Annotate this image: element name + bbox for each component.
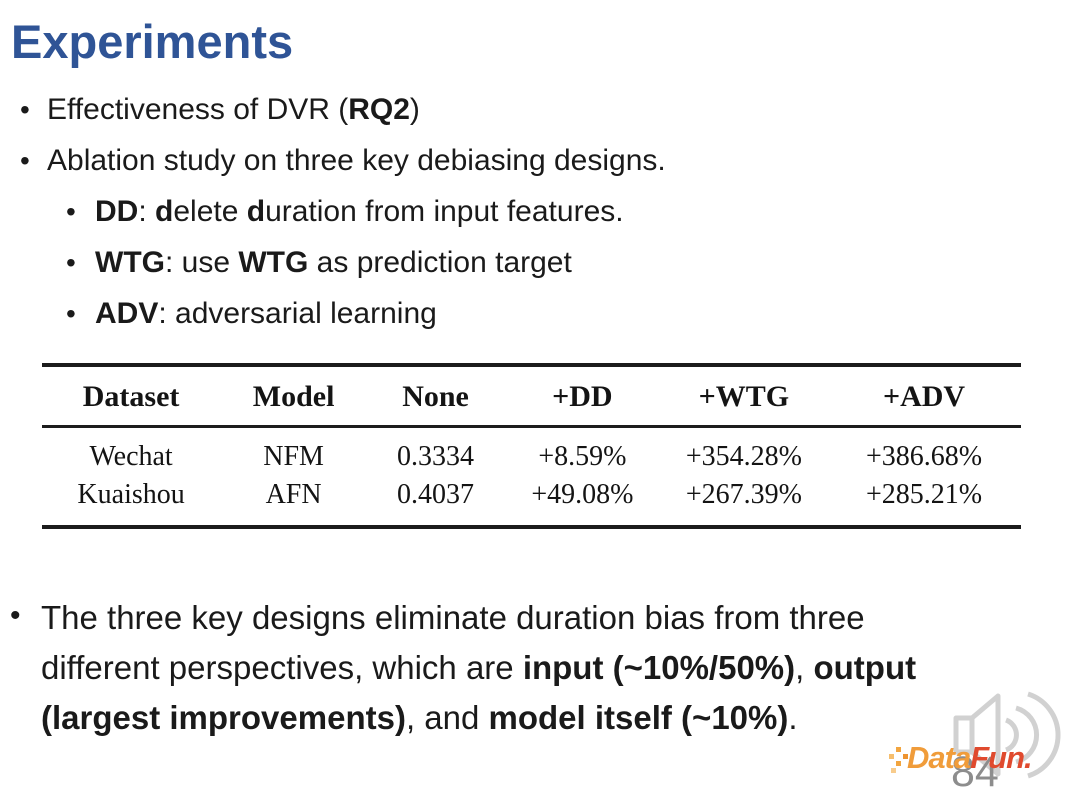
bullet-text: WTG: use WTG as prediction target [95, 246, 572, 279]
bullet-item: • WTG: use WTG as prediction target [0, 237, 1070, 288]
table-cell: Wechat [89, 441, 173, 472]
text-segment: model itself (~10%) [488, 699, 789, 736]
bullet-dot: • [66, 247, 76, 278]
text-segment: : [138, 195, 156, 228]
table-header-cell: Model [252, 380, 335, 413]
table-cell: +285.21% [865, 479, 983, 510]
logo-text-fun: Fun. [970, 740, 1032, 775]
text-segment: ) [409, 93, 420, 126]
bullet-dot: • [66, 196, 76, 227]
text-segment: RQ2 [348, 93, 410, 126]
paragraph-line: different perspectives, which are input … [41, 643, 1068, 693]
pixel-dots-decoration [889, 744, 911, 774]
text-segment: Ablation study on three key debiasing de… [47, 144, 666, 177]
page-title: Experiments [11, 15, 294, 68]
bullet-dot: • [20, 145, 30, 176]
bullet-dot: • [10, 599, 21, 632]
bullet-text: Effectiveness of DVR (RQ2) [47, 93, 420, 126]
text-segment: Effectiveness of DVR ( [47, 93, 349, 126]
bullet-list: • Effectiveness of DVR (RQ2) • Ablation … [0, 84, 1070, 339]
table-cell: 0.3334 [397, 441, 475, 472]
bullet-item: • ADV: adversarial learning [0, 288, 1070, 339]
table-row: Kuaishou AFN 0.4037 +49.08% +267.39% +285.21% [42, 476, 1021, 527]
datafun-logo: DataFun. [907, 740, 1033, 776]
text-segment: output [813, 649, 917, 686]
text-segment: (largest improvements) [41, 699, 406, 736]
table-cell: +49.08% [531, 479, 634, 510]
table-cell: AFN [265, 479, 322, 510]
text-segment: , and [405, 699, 489, 736]
table-cell: +8.59% [538, 441, 627, 472]
paragraph-line: The three key designs eliminate duration… [41, 593, 1068, 643]
text-segment: input (~10%/50%) [522, 649, 796, 686]
table-header-cell: None [402, 380, 469, 413]
table-header-cell: +ADV [883, 380, 966, 413]
text-segment: : adversarial learning [158, 297, 437, 330]
bullet-item: • Ablation study on three key debiasing … [0, 135, 1070, 186]
text-segment: d [246, 195, 266, 228]
table-cell: 0.4037 [397, 479, 475, 510]
bullet-dot: • [66, 298, 76, 329]
text-segment: uration from input features. [265, 195, 624, 228]
bullet-item: • DD: delete duration from input feature… [0, 186, 1070, 237]
bullet-text: Ablation study on three key debiasing de… [47, 144, 666, 177]
table-cell: +386.68% [865, 441, 983, 472]
text-segment: The three key designs eliminate duration… [41, 599, 865, 636]
text-segment: elete [173, 195, 247, 228]
table-cell: +267.39% [685, 479, 802, 510]
table-header-cell: +DD [552, 380, 613, 413]
paragraph-line: (largest improvements), and model itself… [41, 693, 1068, 743]
ablation-results-table: Dataset Model None +DD +WTG +ADV Wechat NFM 0.33… [42, 363, 1021, 529]
text-segment: : use [164, 246, 239, 279]
text-segment: DD [95, 195, 139, 228]
table-cell: +354.28% [685, 441, 802, 472]
text-segment: . [788, 699, 798, 736]
bullet-text: DD: delete duration from input features. [95, 195, 624, 228]
speaker-icon [953, 691, 1061, 779]
table-header-cell: Dataset [82, 380, 180, 413]
text-segment: ADV [95, 297, 159, 330]
table: Dataset Model None +DD +WTG +ADV Wechat NFM 0.33… [42, 363, 1021, 529]
table-header-cell: +WTG [698, 380, 790, 413]
bullet-dot: • [20, 94, 30, 125]
logo-text-data: Data [907, 740, 971, 775]
summary-paragraph: • The three key designs eliminate durati… [10, 593, 1068, 743]
table-row: Wechat NFM 0.3334 +8.59% +354.28% +386.68% [42, 427, 1021, 477]
text-segment: different perspectives, which are [41, 649, 523, 686]
bullet-item: • Effectiveness of DVR (RQ2) [0, 84, 1070, 135]
page-number: 84 [951, 748, 999, 796]
table-cell: NFM [263, 441, 324, 472]
text-segment: WTG [238, 246, 309, 279]
text-segment: , [795, 649, 814, 686]
text-segment: WTG [95, 246, 165, 279]
text-segment: as prediction target [308, 246, 572, 279]
table-cell: Kuaishou [77, 479, 185, 510]
table-header-row: Dataset Model None +DD +WTG +ADV [42, 365, 1021, 427]
bullet-text: ADV: adversarial learning [95, 297, 437, 330]
text-segment: d [155, 195, 174, 228]
